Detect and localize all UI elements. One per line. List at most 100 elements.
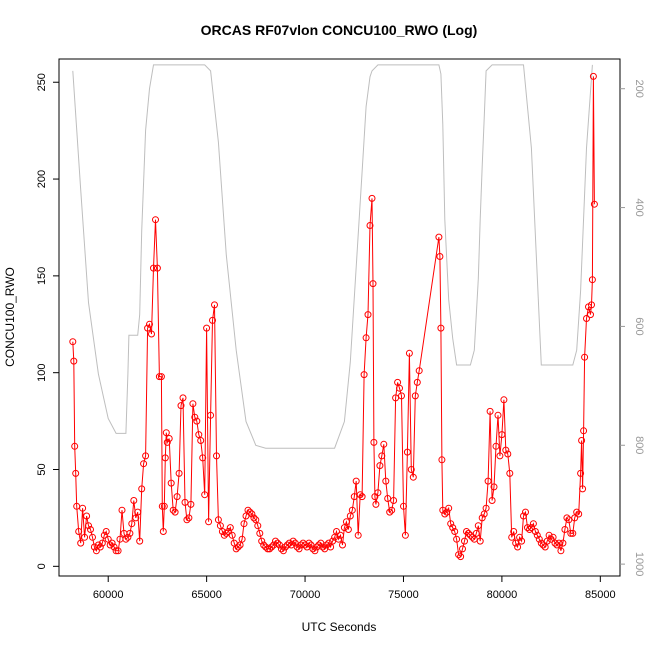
data-point bbox=[356, 491, 364, 499]
data-point bbox=[201, 491, 209, 499]
data-point bbox=[199, 454, 207, 462]
data-point bbox=[498, 431, 506, 439]
data-point bbox=[148, 330, 155, 338]
data-point bbox=[464, 529, 472, 537]
data-point bbox=[268, 543, 276, 551]
data-point bbox=[360, 371, 368, 379]
data-point bbox=[443, 508, 451, 516]
data-point bbox=[158, 502, 166, 510]
data-point bbox=[476, 537, 484, 545]
data-point bbox=[244, 506, 252, 514]
data-point bbox=[276, 541, 283, 549]
data-point bbox=[405, 349, 413, 357]
data-point bbox=[502, 446, 510, 454]
data-point bbox=[547, 535, 555, 543]
data-point bbox=[71, 442, 79, 450]
data-point bbox=[106, 541, 114, 549]
data-point bbox=[514, 543, 522, 551]
data-point bbox=[193, 417, 201, 425]
data-point bbox=[96, 543, 104, 551]
data-point bbox=[69, 338, 77, 346]
data-point bbox=[153, 264, 161, 272]
data-point bbox=[474, 522, 482, 530]
data-point bbox=[252, 516, 260, 524]
data-point bbox=[449, 524, 457, 532]
data-point bbox=[315, 541, 323, 549]
data-point bbox=[541, 543, 549, 551]
data-point bbox=[567, 529, 575, 537]
x-tick-label: 80000 bbox=[487, 589, 518, 601]
data-point bbox=[256, 529, 264, 537]
x-tick-label: 70000 bbox=[290, 589, 321, 601]
data-point bbox=[207, 411, 215, 419]
data-point bbox=[327, 543, 335, 551]
data-point bbox=[380, 440, 388, 448]
data-point bbox=[138, 485, 146, 493]
data-point bbox=[524, 524, 531, 532]
x-axis-label: UTC Seconds bbox=[302, 620, 377, 634]
data-point bbox=[494, 411, 502, 419]
data-point bbox=[157, 373, 165, 381]
y-tick-label: 250 bbox=[36, 73, 48, 91]
chart-title: ORCAS RF07vlon CONCU100_RWO (Log) bbox=[201, 22, 478, 38]
data-point bbox=[439, 506, 447, 514]
data-point bbox=[569, 529, 577, 537]
data-point bbox=[362, 334, 370, 342]
data-point bbox=[232, 545, 240, 553]
data-point bbox=[335, 535, 342, 543]
data-point bbox=[390, 497, 398, 504]
data-point bbox=[136, 537, 144, 545]
data-point bbox=[342, 518, 350, 526]
data-point bbox=[447, 520, 455, 528]
data-point bbox=[279, 547, 287, 555]
data-point bbox=[344, 526, 352, 533]
data-point bbox=[87, 526, 94, 533]
data-point bbox=[307, 541, 315, 549]
data-point bbox=[293, 543, 301, 551]
secondary-series bbox=[72, 64, 593, 449]
y2-tick-label: 800 bbox=[633, 436, 645, 454]
data-point bbox=[323, 541, 331, 549]
data-point bbox=[213, 452, 220, 460]
data-point bbox=[77, 539, 85, 547]
data-point bbox=[369, 280, 377, 288]
data-point bbox=[374, 489, 382, 497]
data-point bbox=[108, 539, 116, 547]
data-point bbox=[214, 516, 222, 524]
data-point bbox=[258, 537, 266, 545]
data-point bbox=[526, 526, 533, 533]
data-point bbox=[167, 479, 175, 487]
data-point bbox=[459, 545, 466, 553]
x-tick-label: 75000 bbox=[388, 589, 419, 601]
x-tick-label: 85000 bbox=[585, 589, 616, 601]
data-point bbox=[358, 493, 366, 501]
data-point bbox=[573, 508, 581, 516]
data-point bbox=[441, 510, 449, 518]
data-point bbox=[122, 535, 130, 543]
data-point bbox=[527, 524, 535, 532]
data-point bbox=[386, 508, 394, 516]
data-point bbox=[179, 394, 187, 402]
data-point bbox=[264, 545, 272, 553]
data-point bbox=[226, 524, 234, 532]
data-point bbox=[555, 539, 563, 547]
data-point bbox=[162, 429, 170, 437]
data-point bbox=[163, 438, 171, 446]
data-point bbox=[484, 477, 492, 485]
data-point bbox=[370, 438, 378, 446]
data-point bbox=[173, 493, 181, 501]
data-point bbox=[81, 533, 89, 541]
data-point bbox=[512, 539, 520, 547]
data-point bbox=[228, 531, 236, 539]
data-point bbox=[579, 485, 587, 493]
data-point bbox=[388, 506, 396, 514]
data-point bbox=[152, 216, 159, 224]
data-point bbox=[250, 514, 258, 522]
data-point bbox=[83, 512, 91, 520]
data-point bbox=[169, 506, 177, 514]
x-axis: 60000 65000 70000 75000 80000 85000 bbox=[93, 576, 616, 601]
x-tick-label: 65000 bbox=[191, 589, 222, 601]
data-point bbox=[455, 551, 463, 559]
data-point bbox=[281, 543, 289, 551]
